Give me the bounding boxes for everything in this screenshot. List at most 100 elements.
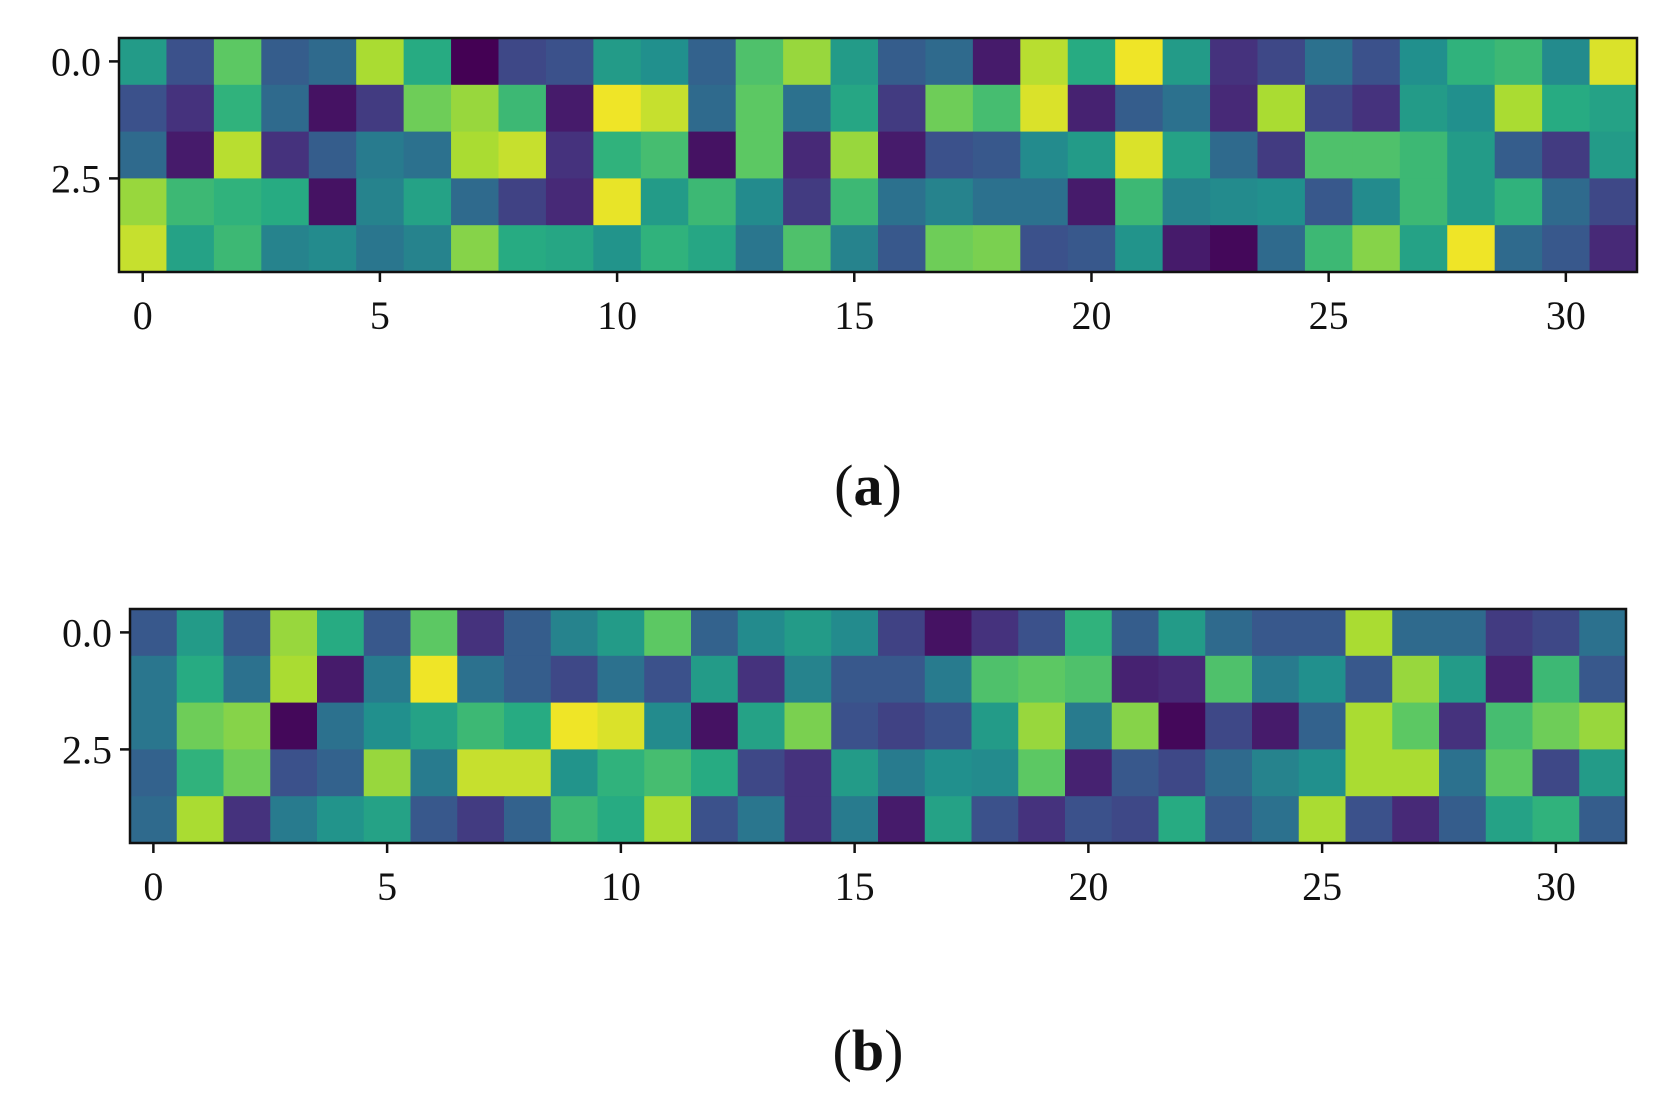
heatmap-cell <box>410 609 458 657</box>
plot-frame <box>117 36 1639 274</box>
heatmap-cell <box>593 84 642 133</box>
heatmap-cell <box>1018 702 1066 750</box>
heatmap-cell <box>691 702 739 750</box>
heatmap-cell <box>1352 38 1401 86</box>
heatmap-cell <box>457 796 505 844</box>
heatmap-cell <box>971 796 1019 844</box>
heatmap-cell <box>498 225 547 273</box>
heatmap-cell <box>1298 609 1347 657</box>
heatmap-cell <box>1205 796 1253 844</box>
heatmap-cell <box>1257 84 1306 133</box>
heatmap-cell <box>1352 131 1401 179</box>
heatmap-cell <box>1485 702 1534 750</box>
heatmap-cell <box>688 178 737 226</box>
heatmap-cell <box>270 655 318 704</box>
heatmap-cell <box>593 131 642 179</box>
heatmap-cell <box>1542 178 1591 226</box>
x-tick-label: 10 <box>601 864 641 909</box>
heatmap-cell <box>1162 38 1211 86</box>
panel-label-a: (a) <box>834 453 902 518</box>
heatmap-cell <box>1298 655 1347 704</box>
heatmap-cell <box>308 225 357 273</box>
heatmap-cell <box>1298 749 1347 797</box>
x-tick-label: 20 <box>1071 293 1111 338</box>
heatmap-cell <box>1257 225 1306 273</box>
heatmap-cell <box>1298 702 1347 750</box>
heatmap-cell <box>831 702 879 750</box>
heatmap-cell <box>1485 749 1534 797</box>
heatmap-cell <box>1589 131 1638 179</box>
heatmap-cell <box>1304 84 1353 133</box>
heatmap-cell <box>1399 84 1448 133</box>
heatmap-cell <box>1020 84 1069 133</box>
heatmap-cell <box>1158 609 1206 657</box>
heatmap-cell <box>597 749 645 797</box>
heatmap-cell <box>119 225 168 273</box>
heatmap-cell <box>176 655 225 704</box>
heatmap-cell <box>317 749 365 797</box>
heatmap-cell <box>878 84 927 133</box>
heatmap-cell <box>688 131 737 179</box>
heatmap-cell <box>1392 655 1440 704</box>
y-tick-label: 2.5 <box>62 727 112 772</box>
heatmap-cell <box>308 131 357 179</box>
heatmap-cell <box>1020 178 1069 226</box>
x-tick-label: 5 <box>370 293 390 338</box>
heatmap-cell <box>831 796 879 844</box>
heatmap-cell <box>1067 38 1116 86</box>
heatmap-cell <box>213 38 262 86</box>
heatmap-cell <box>119 178 168 226</box>
heatmap-cell <box>1304 131 1353 179</box>
heatmap-cell <box>1252 749 1300 797</box>
heatmap-cell <box>1115 84 1164 133</box>
x-tick-label: 0 <box>133 293 153 338</box>
heatmap-cell <box>1439 749 1487 797</box>
heatmap-cell <box>640 131 689 179</box>
heatmap-cell <box>1111 702 1160 750</box>
heatmap-cell <box>1304 225 1353 273</box>
heatmap-cell <box>451 225 500 273</box>
heatmap-cell <box>1532 796 1580 844</box>
heatmap-cell <box>1399 178 1448 226</box>
heatmap-cell <box>1065 655 1113 704</box>
heatmap-cell <box>1345 749 1393 797</box>
heatmap-panel-a: 0 5 10 15 20 25 30 0.0 2.5 (a) <box>51 36 1639 518</box>
heatmap-cell <box>691 609 739 657</box>
heatmap-cell <box>130 609 178 657</box>
heatmap-cell <box>1485 609 1534 657</box>
heatmap-cell <box>1115 225 1164 273</box>
heatmap-cell <box>1589 84 1638 133</box>
heatmap-cell <box>1579 749 1627 797</box>
heatmap-cell <box>784 655 832 704</box>
heatmap-cell <box>925 178 974 226</box>
heatmap-cell <box>550 609 599 657</box>
heatmap-cell <box>737 749 786 797</box>
heatmap-cell <box>830 225 879 273</box>
heatmap-cell <box>504 609 552 657</box>
x-tick-label: 15 <box>834 293 874 338</box>
x-tick-label: 5 <box>377 864 397 909</box>
heatmap-cell <box>1111 796 1160 844</box>
heatmap-cell <box>308 178 357 226</box>
heatmap-cell <box>363 609 412 657</box>
heatmap-cell <box>130 796 178 844</box>
heatmap-cell <box>1111 655 1160 704</box>
heatmap-cell <box>1067 131 1116 179</box>
heatmap-cell <box>1439 796 1487 844</box>
y-tick-label: 2.5 <box>51 156 101 201</box>
heatmap-cells <box>119 38 1638 273</box>
heatmap-cell <box>1352 84 1401 133</box>
x-tick-label: 10 <box>597 293 637 338</box>
heatmap-cell <box>545 38 594 86</box>
heatmap-cell <box>363 702 412 750</box>
heatmap-cell <box>498 38 547 86</box>
heatmap-cell <box>784 749 832 797</box>
heatmap-cell <box>735 84 784 133</box>
heatmap-cell <box>457 749 505 797</box>
heatmap-cell <box>925 84 974 133</box>
heatmap-cell <box>166 131 215 179</box>
heatmap-cell <box>308 84 357 133</box>
heatmap-cell <box>166 38 215 86</box>
heatmap-cell <box>261 84 310 133</box>
heatmap-cell <box>1494 131 1543 179</box>
